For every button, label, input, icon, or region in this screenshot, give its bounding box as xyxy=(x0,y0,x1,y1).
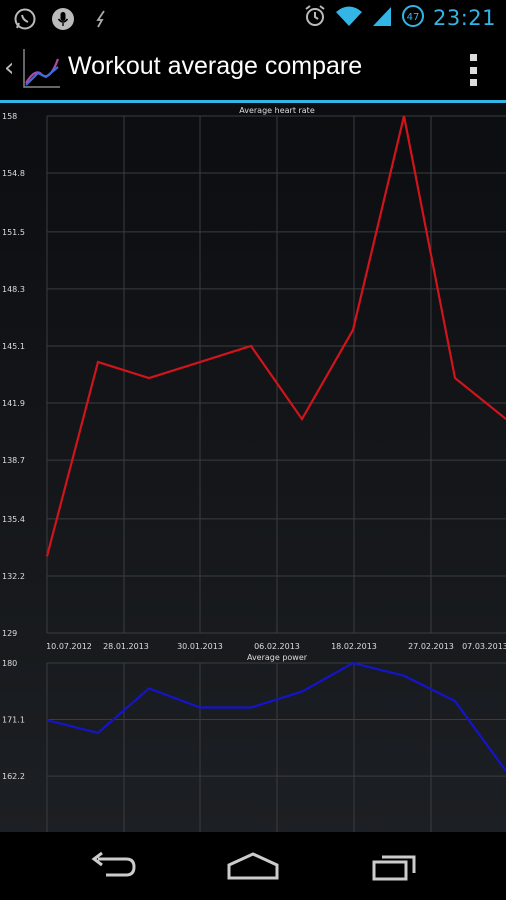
y-tick-label: 135.4 xyxy=(2,515,25,524)
y-tick-label: 148.3 xyxy=(2,285,25,294)
overflow-menu-icon[interactable] xyxy=(470,54,478,86)
page-title: Workout average compare xyxy=(68,52,363,80)
chevron-left-icon[interactable]: ‹ xyxy=(4,53,15,83)
recent-apps-icon[interactable] xyxy=(365,846,425,886)
y-tick-label: 162.2 xyxy=(2,772,25,781)
whatsapp-icon xyxy=(12,6,38,32)
wifi-icon xyxy=(335,4,363,32)
power-chart: Average power 180 171.1 162.2 xyxy=(2,653,506,832)
x-tick-label: 06.02.2013 xyxy=(254,642,300,651)
charts-canvas: Average heart rate 158 154.8 151.5 148.3 145.… xyxy=(2,106,506,832)
x-tick-label: 28.01.2013 xyxy=(103,642,149,651)
y-tick-label: 138.7 xyxy=(2,456,25,465)
y-tick-label: 171.1 xyxy=(2,716,25,725)
chart-title: Average power xyxy=(247,653,308,662)
status-bar: 47 23:21 xyxy=(0,0,506,38)
y-tick-label: 129 xyxy=(2,629,17,638)
y-tick-label: 141.9 xyxy=(2,399,25,408)
y-tick-label: 145.1 xyxy=(2,342,25,351)
navigation-bar xyxy=(0,832,506,900)
action-bar: ‹ Workout average compare xyxy=(0,38,506,100)
heart-rate-chart: Average heart rate 158 154.8 151.5 148.3 145.… xyxy=(2,106,506,651)
battery-icon: 47 xyxy=(401,4,425,32)
x-tick-label: 10.07.2012 xyxy=(46,642,92,651)
x-tick-label: 07.03.2013 xyxy=(462,642,506,651)
signal-icon xyxy=(371,4,393,32)
y-tick-label: 180 xyxy=(2,659,17,668)
series-line xyxy=(46,661,506,772)
x-tick-label: 18.02.2013 xyxy=(331,642,377,651)
x-tick-label: 30.01.2013 xyxy=(177,642,223,651)
y-tick-label: 154.8 xyxy=(2,169,25,178)
alarm-icon xyxy=(303,4,327,32)
microphone-icon xyxy=(50,6,76,32)
y-tick-label: 151.5 xyxy=(2,228,25,237)
chart-area[interactable]: Average heart rate 158 154.8 151.5 148.3 145.… xyxy=(0,103,506,832)
x-tick-label: 27.02.2013 xyxy=(408,642,454,651)
home-icon[interactable] xyxy=(223,846,283,886)
chart-logo-icon[interactable] xyxy=(20,47,62,91)
y-tick-label: 158 xyxy=(2,112,17,121)
lightning-icon xyxy=(88,6,114,32)
y-tick-label: 132.2 xyxy=(2,572,25,581)
chart-title: Average heart rate xyxy=(239,106,315,115)
battery-level: 47 xyxy=(407,12,420,23)
series-line xyxy=(45,115,506,557)
back-icon[interactable] xyxy=(83,846,143,886)
action-bar-divider xyxy=(0,100,506,103)
status-time: 23:21 xyxy=(432,6,496,30)
